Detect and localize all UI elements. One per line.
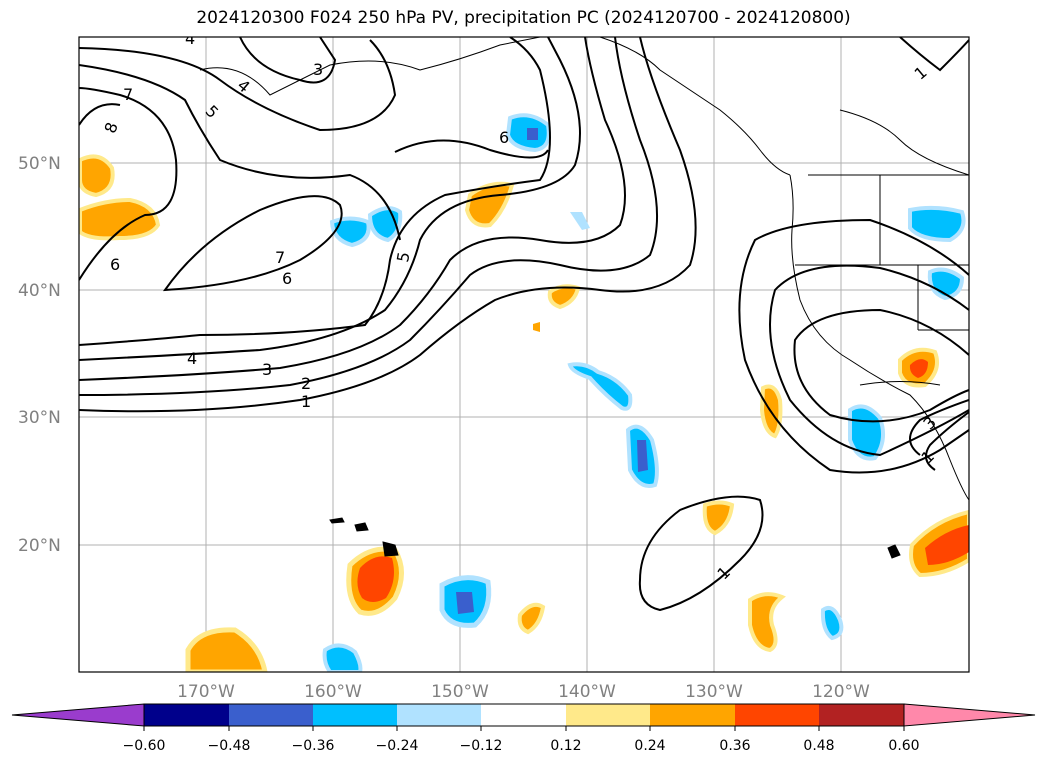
- pv-contour-label: 6: [282, 269, 292, 288]
- precip-blob: [925, 525, 969, 565]
- pv-contour-label: 5: [393, 250, 413, 263]
- precip-blob: [567, 362, 633, 411]
- precip-blob: [820, 606, 844, 641]
- colorbar-tick-label: −0.36: [292, 738, 335, 754]
- pv-contour: [79, 39, 397, 132]
- lon-label-140w: 140°W: [558, 682, 616, 702]
- pv-contour: [793, 308, 969, 423]
- precip-blob: [848, 404, 886, 461]
- lat-label-20n: 20°N: [18, 536, 61, 556]
- precip-blob: [185, 627, 268, 672]
- precip-blob: [79, 154, 115, 198]
- precip-blob: [702, 500, 735, 536]
- pv-contour-label: 6: [499, 128, 509, 147]
- precip-blob: [909, 359, 928, 378]
- pv-contour: [638, 495, 764, 612]
- colorbar-tick-label: −0.48: [208, 738, 251, 754]
- colorbar-bin: [397, 704, 481, 726]
- coastlines: [199, 37, 969, 559]
- pv-contour-label: 3: [262, 360, 272, 379]
- colorbar-bin: [144, 704, 229, 726]
- pv-contour-label: 6: [110, 255, 120, 274]
- pv-contour: [394, 139, 549, 159]
- pv-contour: [162, 195, 343, 292]
- precip-blob: [517, 602, 546, 635]
- pv-contour: [79, 87, 178, 281]
- colorbar-tick-label: −0.60: [123, 738, 166, 754]
- precip-blob: [547, 284, 581, 310]
- precip-blob: [908, 205, 966, 243]
- pv-contour: [909, 399, 969, 456]
- lat-label-30n: 30°N: [18, 408, 61, 428]
- pv-contour: [738, 218, 969, 474]
- precip-blob: [533, 322, 540, 332]
- pv-contour: [79, 64, 401, 241]
- pv-contour: [79, 37, 581, 361]
- precip-blob: [570, 212, 590, 230]
- pv-contour: [79, 37, 697, 413]
- colorbar-tick-label: 0.48: [803, 738, 834, 754]
- colorbar-extend-min: [11, 703, 145, 727]
- pv-contour: [899, 37, 969, 72]
- colorbar-bin: [566, 704, 650, 726]
- pv-contour: [79, 103, 121, 126]
- colorbar-bin: [229, 704, 313, 726]
- pv-contour-label: 7: [275, 248, 285, 267]
- pv-contour-label: 7: [123, 85, 133, 104]
- figure-title: 2024120300 F024 250 hPa PV, precipitatio…: [196, 8, 851, 28]
- colorbar-tick-label: 0.36: [719, 738, 750, 754]
- pv-contour-label: 4: [187, 349, 197, 368]
- pv-contour: [79, 37, 626, 381]
- lat-label-40n: 40°N: [18, 281, 61, 301]
- map-frame: [78, 36, 970, 673]
- precip-blob: [357, 556, 394, 602]
- colorbar-tick-label: 0.60: [888, 738, 919, 754]
- pv-contour: [79, 37, 659, 396]
- latitude-labels: 50°N 40°N 30°N 20°N: [18, 154, 61, 556]
- colorbar-tick-label: 0.12: [550, 738, 581, 754]
- pv-contour-label: 2: [301, 374, 311, 393]
- gridlines: [79, 37, 969, 672]
- colorbar-extend-max: [903, 703, 1036, 727]
- colorbar: −0.60 −0.48 −0.36 −0.24 −0.12 0.12 0.24 …: [11, 703, 1036, 754]
- pv-contour: [79, 37, 551, 346]
- precip-blob: [322, 643, 363, 672]
- precip-blob: [79, 197, 161, 241]
- colorbar-bin: [481, 704, 566, 726]
- pv-contours: [79, 37, 969, 612]
- pv-contour: [239, 37, 337, 84]
- colorbar-outline: [143, 703, 905, 727]
- precip-blob: [637, 440, 648, 472]
- pv-contour: [769, 264, 969, 457]
- pv-contour-label: 4: [185, 29, 195, 48]
- precip-blob: [456, 592, 474, 614]
- colorbar-bin: [313, 704, 397, 726]
- colorbar-bin: [735, 704, 819, 726]
- lon-label-150w: 150°W: [431, 682, 489, 702]
- pv-contour: [925, 411, 969, 471]
- colorbar-bin: [650, 704, 735, 726]
- precip-blob: [527, 128, 538, 140]
- colorbar-tick-label: −0.12: [460, 738, 503, 754]
- longitude-labels: 170°W 160°W 150°W 140°W 130°W 120°W: [177, 682, 870, 702]
- pv-contour-label: 1: [301, 392, 311, 411]
- colorbar-bin: [819, 704, 904, 726]
- precip-blob: [748, 592, 786, 653]
- precip-blob: [329, 216, 371, 248]
- lon-label-130w: 130°W: [685, 682, 743, 702]
- lon-label-170w: 170°W: [177, 682, 235, 702]
- colorbar-tick-label: −0.24: [376, 738, 419, 754]
- pv-contour-label: 3: [313, 60, 323, 79]
- lon-label-120w: 120°W: [812, 682, 870, 702]
- lat-label-50n: 50°N: [18, 154, 61, 174]
- colorbar-tick-label: 0.24: [634, 738, 665, 754]
- lon-label-160w: 160°W: [304, 682, 362, 702]
